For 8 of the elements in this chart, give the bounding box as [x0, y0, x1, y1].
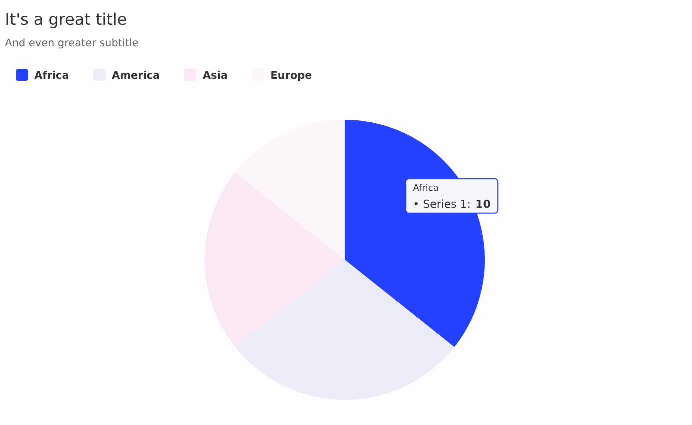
text: • Series 1: 10	[414, 200, 490, 208]
chart-subtitle: And even greater subtitle	[5, 38, 138, 49]
legend-label: America	[112, 71, 160, 80]
legend-label: Africa	[34, 71, 68, 80]
text: Africa	[413, 184, 438, 192]
legend-label: Asia	[202, 71, 228, 80]
legend-label: Europe	[272, 71, 312, 82]
chart-title: It's a great title	[6, 12, 126, 28]
